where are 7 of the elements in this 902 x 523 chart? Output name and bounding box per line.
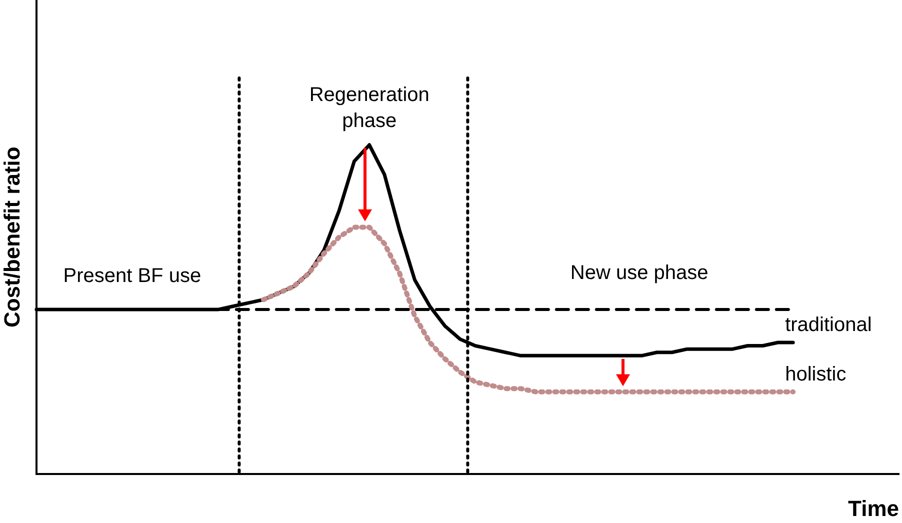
y-axis-title: Cost/benefit ratio bbox=[0, 146, 24, 328]
x-axis-title: Time bbox=[848, 496, 899, 521]
series-label: traditional bbox=[785, 314, 872, 336]
annotation: Present BF use bbox=[63, 265, 202, 288]
annotation: New use phase bbox=[570, 262, 708, 284]
text: Regeneration phase bbox=[309, 84, 430, 132]
series-label: holistic bbox=[785, 363, 846, 386]
